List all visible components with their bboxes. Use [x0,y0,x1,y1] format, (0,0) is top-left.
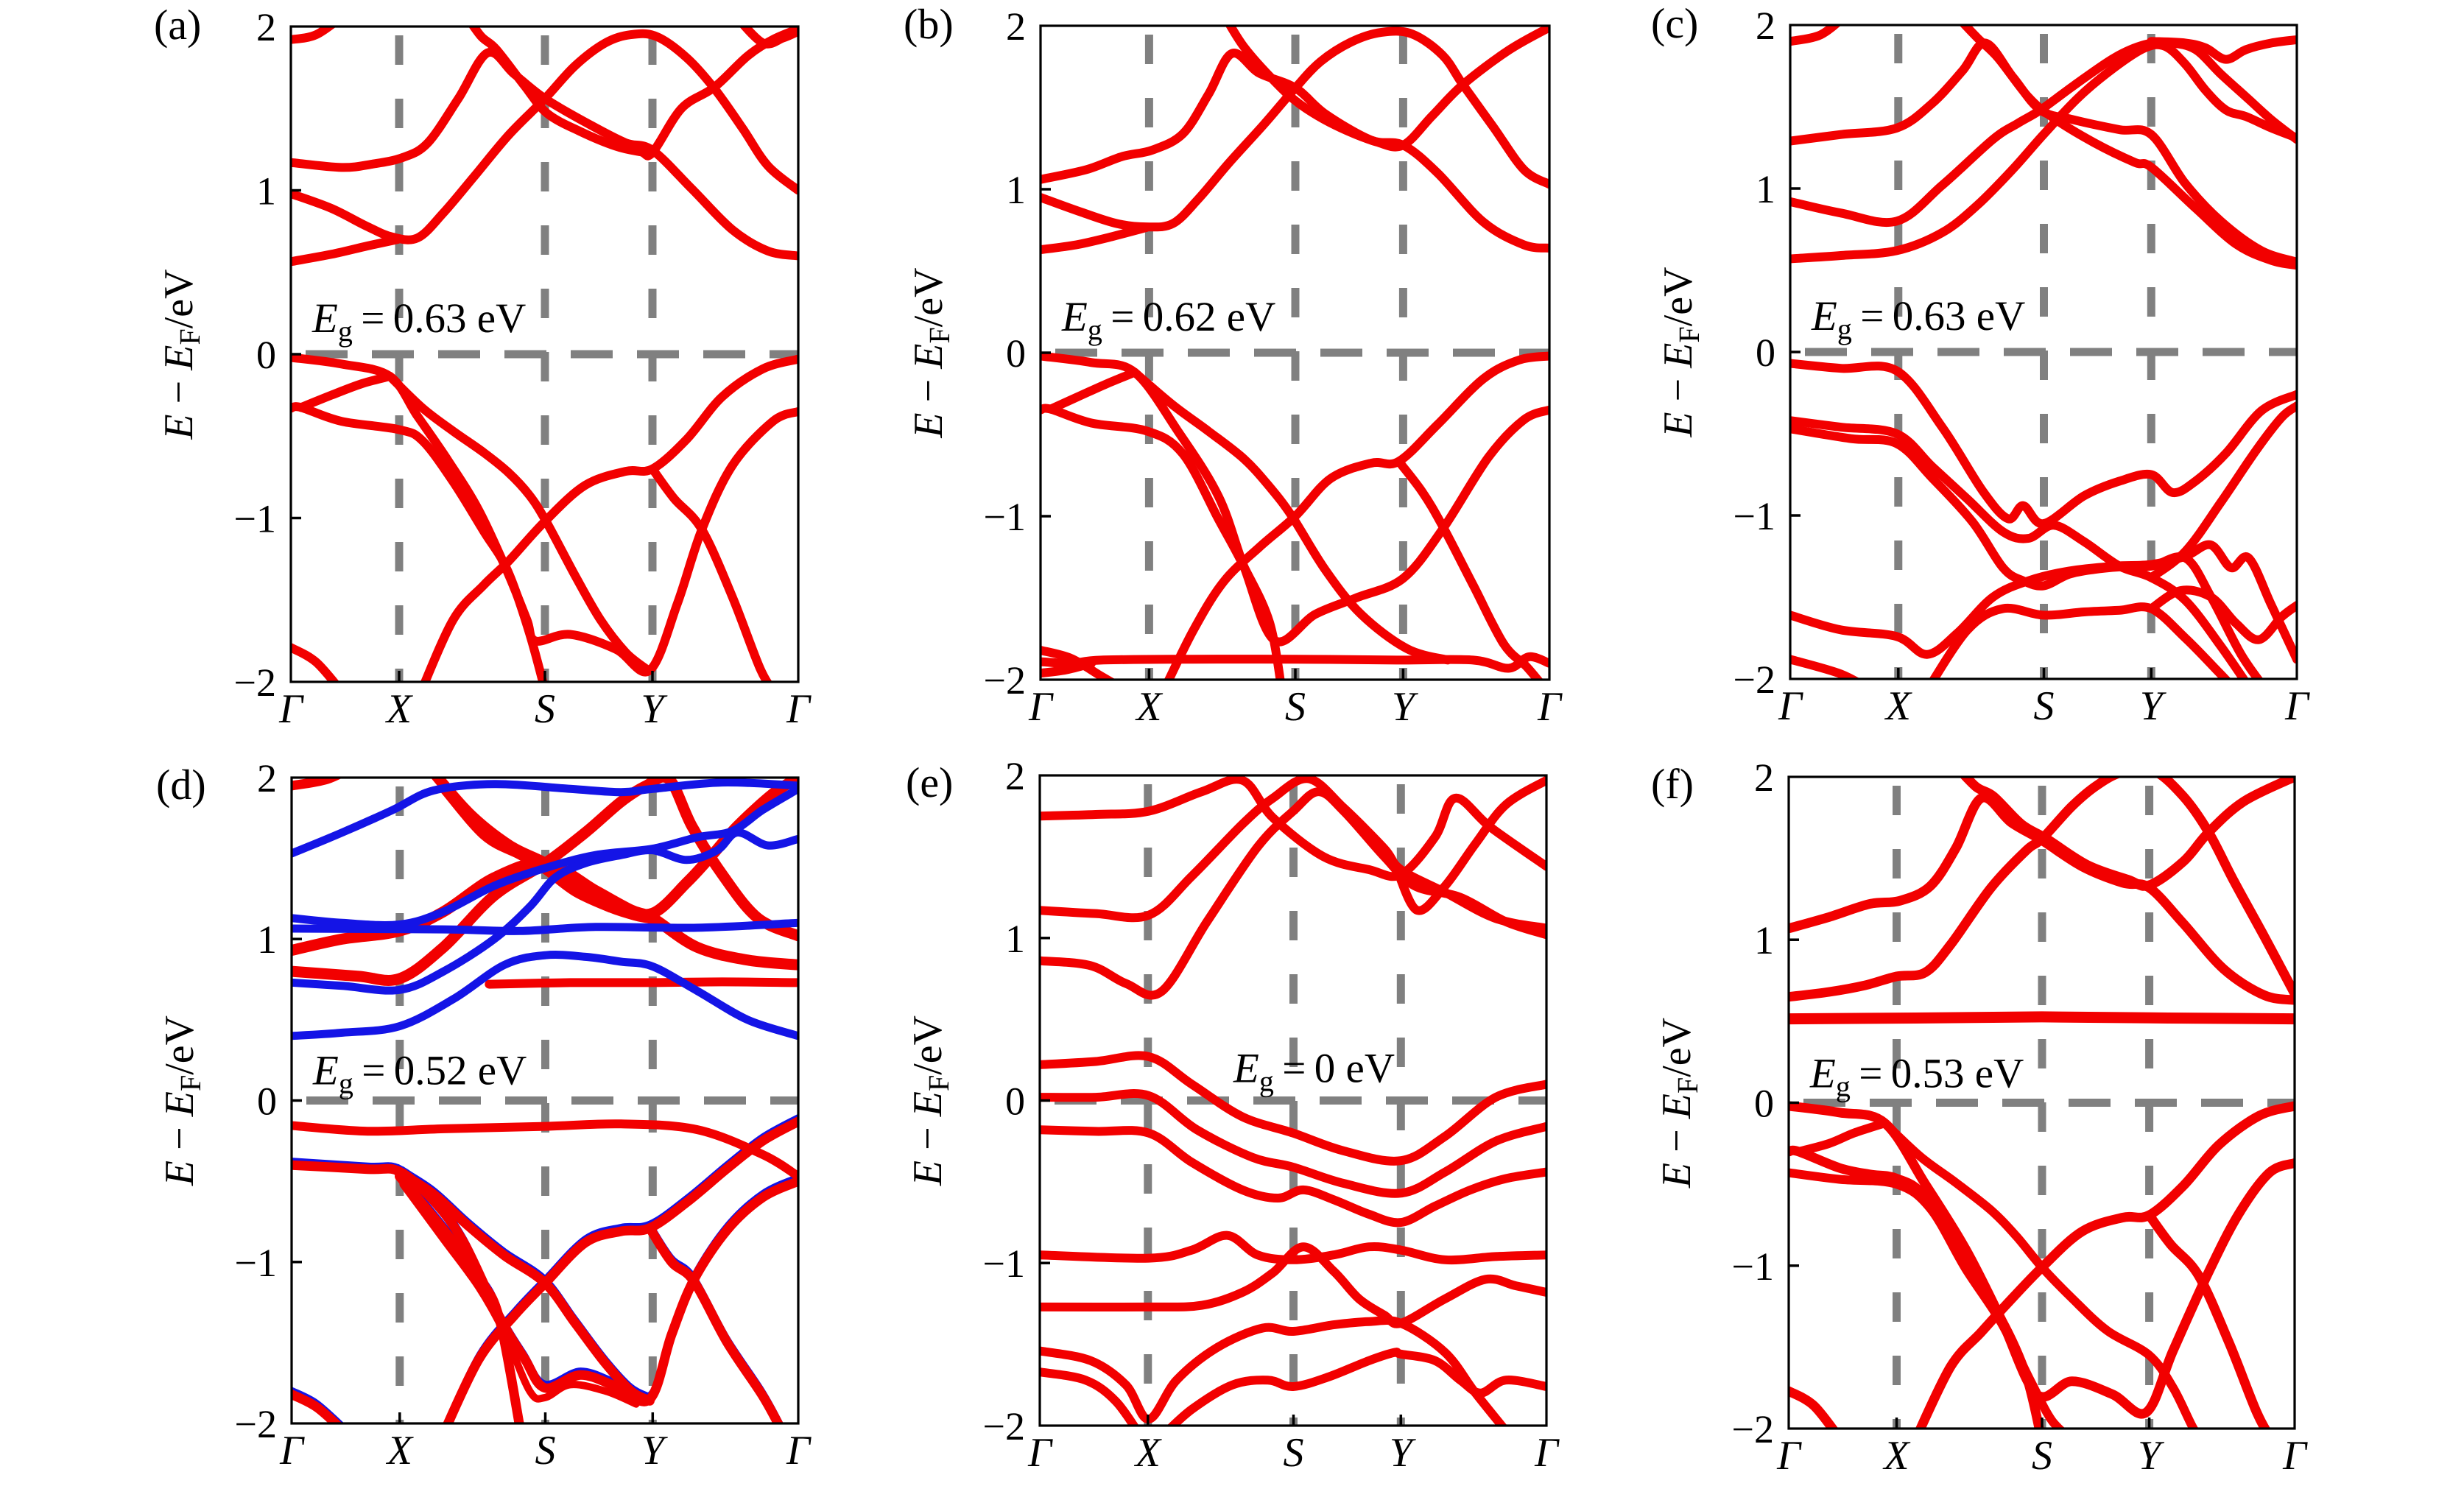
svg-text:S: S [2034,683,2055,729]
svg-text:Y: Y [1390,1430,1417,1476]
svg-text:(e): (e) [906,758,953,806]
svg-text:Γ: Γ [2284,683,2310,729]
svg-text:0: 0 [256,333,276,377]
svg-text:1: 1 [1005,917,1025,961]
svg-text:−2: −2 [1732,1407,1774,1451]
svg-text:0: 0 [1006,331,1026,376]
svg-text:0: 0 [257,1080,277,1124]
svg-text:Eg = 0.62 eV: Eg = 0.62 eV [1061,294,1275,346]
svg-text:E − EF/eV: E − EF/eV [156,269,206,440]
svg-text:1: 1 [1754,918,1774,962]
svg-text:Γ: Γ [786,1428,812,1473]
svg-text:S: S [535,686,555,732]
svg-text:S: S [1285,684,1306,730]
svg-text:S: S [2032,1433,2052,1479]
svg-text:Eg = 0.63 eV: Eg = 0.63 eV [1811,293,2025,345]
svg-text:Eg = 0 eV: Eg = 0 eV [1233,1046,1395,1098]
svg-text:2: 2 [1754,756,1774,800]
svg-text:Γ: Γ [1534,1430,1560,1476]
svg-text:S: S [535,1428,556,1473]
svg-text:−2: −2 [984,658,1026,702]
svg-text:1: 1 [256,169,276,214]
svg-text:1: 1 [1006,168,1026,212]
svg-text:2: 2 [257,756,277,800]
svg-text:Eg = 0.63 eV: Eg = 0.63 eV [311,295,526,348]
svg-text:Eg = 0.52 eV: Eg = 0.52 eV [312,1048,527,1100]
svg-text:Y: Y [1392,684,1419,730]
svg-text:−2: −2 [983,1404,1025,1448]
svg-text:X: X [386,1428,415,1473]
svg-text:2: 2 [256,5,276,49]
svg-text:Γ: Γ [1028,684,1054,730]
svg-text:E − EF/eV: E − EF/eV [157,1015,207,1186]
svg-text:−1: −1 [1732,1244,1774,1289]
svg-text:Y: Y [641,686,668,732]
svg-text:X: X [1884,683,1913,729]
svg-text:−2: −2 [235,1402,277,1446]
svg-text:−2: −2 [234,661,276,705]
svg-text:1: 1 [1756,167,1775,211]
svg-text:2: 2 [1006,4,1026,49]
svg-text:X: X [385,686,414,732]
svg-text:X: X [1135,684,1164,730]
svg-text:E − EF/eV: E − EF/eV [1655,267,1706,437]
svg-text:Γ: Γ [278,686,304,732]
svg-text:Γ: Γ [2282,1433,2308,1479]
svg-text:Γ: Γ [1537,684,1563,730]
svg-text:(d): (d) [156,761,206,809]
svg-text:E − EF/eV: E − EF/eV [1654,1018,1704,1189]
svg-text:1: 1 [257,918,277,962]
svg-text:Γ: Γ [786,686,812,732]
svg-text:−1: −1 [235,1241,277,1285]
svg-text:Γ: Γ [1027,1430,1053,1476]
svg-text:Eg = 0.53 eV: Eg = 0.53 eV [1809,1051,2024,1103]
svg-text:−1: −1 [984,495,1026,539]
svg-text:−2: −2 [1733,658,1775,702]
svg-text:X: X [1882,1433,1911,1479]
svg-text:(f): (f) [1651,760,1694,808]
svg-text:Γ: Γ [279,1428,305,1473]
svg-text:(b): (b) [904,0,954,48]
svg-text:0: 0 [1005,1080,1025,1124]
svg-text:−1: −1 [234,497,276,541]
svg-text:(c): (c) [1651,0,1698,47]
svg-text:S: S [1284,1430,1304,1476]
svg-text:E − EF/eV: E − EF/eV [906,267,956,438]
svg-text:Y: Y [2140,683,2167,729]
svg-text:Y: Y [641,1428,669,1473]
svg-text:Y: Y [2138,1433,2165,1479]
svg-text:−1: −1 [1733,494,1775,538]
svg-text:2: 2 [1756,4,1775,48]
svg-text:(a): (a) [154,1,201,49]
svg-text:0: 0 [1754,1082,1774,1126]
svg-text:E − EF/eV: E − EF/eV [905,1015,955,1186]
svg-text:Γ: Γ [1776,1433,1802,1479]
svg-text:Γ: Γ [1778,683,1803,729]
svg-text:0: 0 [1756,331,1775,375]
svg-text:−1: −1 [983,1242,1025,1286]
svg-text:2: 2 [1005,754,1025,798]
svg-text:X: X [1134,1430,1163,1476]
